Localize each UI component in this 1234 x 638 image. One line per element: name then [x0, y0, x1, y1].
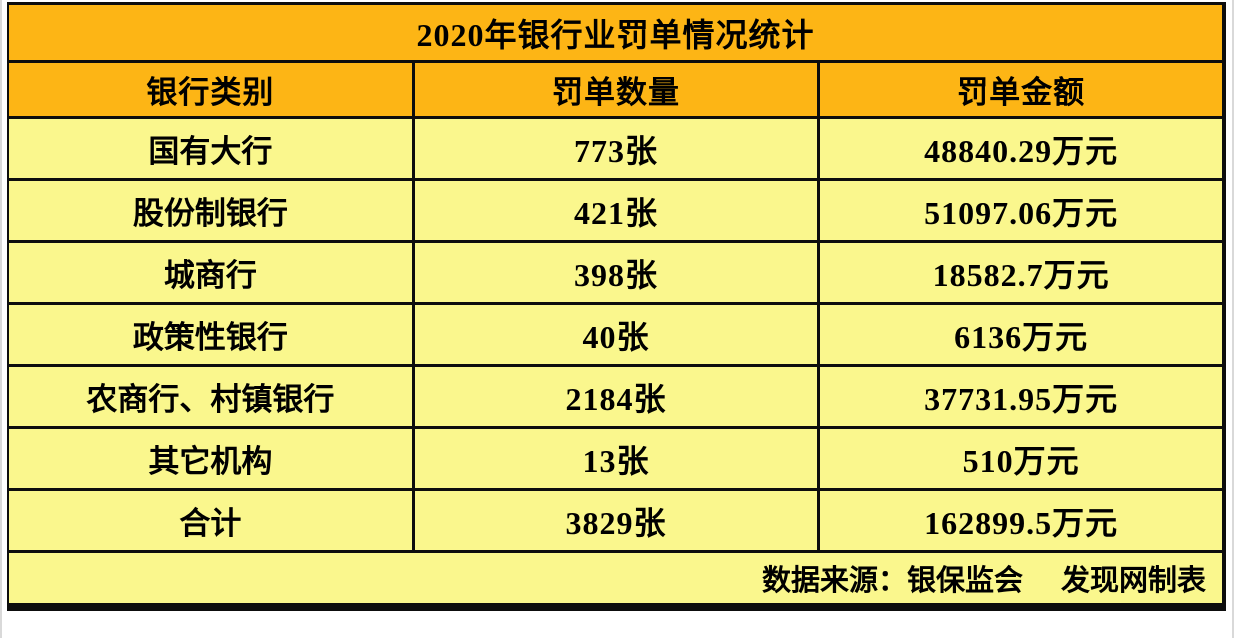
table-row: 农商行、村镇银行 2184张 37731.95万元 [6, 364, 1227, 429]
column-header-penalty-amount: 罚单金额 [817, 60, 1227, 119]
table-row: 城商行 398张 18582.7万元 [6, 240, 1227, 305]
penalty-stats-table: 2020年银行业罚单情况统计 银行类别 罚单数量 罚单金额 国有大行 773张 … [6, 2, 1227, 611]
cell-bank-type: 股份制银行 [6, 178, 415, 243]
cell-bank-type: 政策性银行 [6, 302, 415, 367]
cell-penalty-count: 3829张 [411, 488, 821, 553]
cell-penalty-count: 421张 [411, 178, 821, 243]
column-header-penalty-count: 罚单数量 [411, 60, 821, 119]
table-row-total: 合计 3829张 162899.5万元 [6, 488, 1227, 553]
table-row: 国有大行 773张 48840.29万元 [6, 116, 1227, 181]
table-title: 2020年银行业罚单情况统计 [7, 2, 1226, 63]
cell-penalty-amount: 510万元 [817, 426, 1227, 491]
cell-penalty-count: 773张 [411, 116, 821, 181]
column-header-bank-type: 银行类别 [6, 60, 415, 119]
cell-penalty-amount: 18582.7万元 [817, 240, 1227, 305]
table-row: 股份制银行 421张 51097.06万元 [6, 178, 1227, 243]
source-note: 数据来源：银保监会 发现网制表 [7, 550, 1226, 611]
cell-bank-type: 其它机构 [6, 426, 415, 491]
cell-penalty-amount: 48840.29万元 [817, 116, 1227, 181]
data-source-text: 数据来源：银保监会 [761, 564, 1023, 597]
credit-text: 发现网制表 [1060, 564, 1206, 597]
cell-bank-type: 合计 [6, 488, 415, 553]
cell-bank-type: 国有大行 [6, 116, 415, 181]
cell-bank-type: 农商行、村镇银行 [6, 364, 415, 429]
cell-penalty-count: 398张 [411, 240, 821, 305]
cell-penalty-count: 13张 [411, 426, 821, 491]
cell-penalty-amount: 37731.95万元 [817, 364, 1227, 429]
table-row: 其它机构 13张 510万元 [6, 426, 1227, 491]
cell-penalty-amount: 51097.06万元 [817, 178, 1227, 243]
cell-penalty-count: 2184张 [411, 364, 821, 429]
table-row: 政策性银行 40张 6136万元 [6, 302, 1227, 367]
cell-bank-type: 城商行 [6, 240, 415, 305]
cell-penalty-count: 40张 [411, 302, 821, 367]
table-header-row: 银行类别 罚单数量 罚单金额 [6, 60, 1227, 119]
table-title-row: 2020年银行业罚单情况统计 [7, 2, 1226, 63]
cell-penalty-amount: 162899.5万元 [817, 488, 1227, 553]
cell-penalty-amount: 6136万元 [817, 302, 1227, 367]
table-footer-row: 数据来源：银保监会 发现网制表 [7, 550, 1226, 611]
